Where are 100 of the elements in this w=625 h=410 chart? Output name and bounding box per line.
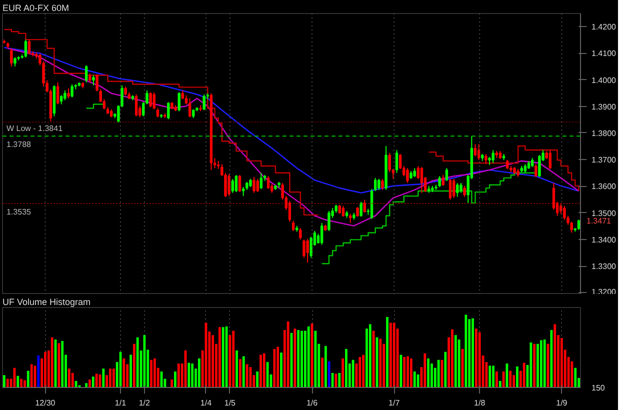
bar [498,380,502,388]
bar [109,368,112,388]
bar [37,356,40,388]
candlestick [420,166,424,194]
bar [26,370,30,388]
candlestick [288,200,292,222]
bar [132,344,136,388]
bar [410,358,412,388]
candlestick [438,176,441,188]
bar [286,321,290,388]
candlestick [342,205,345,218]
bar [85,383,88,388]
bar [71,372,74,388]
bar [154,358,156,388]
x-tick-label: 1/2 [138,398,151,408]
candlestick [360,201,362,218]
bar [191,364,194,388]
y-tick-label: 1.4200 [592,22,617,32]
bar [170,380,173,388]
candlestick [10,48,13,67]
candlestick [299,227,302,240]
bar [3,375,6,388]
candlestick [14,56,16,67]
bar [112,368,115,388]
bar [212,335,214,388]
bar [143,335,146,388]
bar [136,337,139,388]
ref-line-label: 1.3788 [6,140,32,150]
candlestick [338,204,342,214]
bar [554,324,556,388]
x-tick-label: 12/30 [35,398,56,408]
bar [352,360,354,388]
bar [328,361,330,388]
bar [474,328,478,388]
bar [61,340,64,388]
bar [574,368,577,388]
ref-line-label: 1.3535 [6,207,32,216]
x-tick-label: 1/6 [306,398,318,408]
candlestick [306,238,309,264]
candlestick [24,39,28,58]
ref-line-label: W Low - 1.3841 [6,124,64,134]
bar [472,318,474,388]
bar [177,364,180,388]
candlestick [460,182,462,194]
bar [488,366,492,388]
bar [239,359,242,388]
bar [198,358,200,388]
candlestick [456,182,459,198]
candlestick [60,94,63,105]
bar [304,330,306,388]
bar [478,332,481,388]
candlestick [552,182,556,210]
bar [260,354,262,388]
bar [236,350,238,388]
candlestick [349,213,352,224]
bar [533,344,536,388]
y-tick-label: 1.3300 [592,262,617,272]
x-tick-label: 1/1 [114,398,127,408]
bar [550,330,553,388]
candlestick [442,174,444,186]
bar [276,346,280,388]
y-tick-label: 1.3400 [592,235,617,244]
bar [188,362,190,388]
bar [424,353,426,388]
x-tick-label: 1/9 [556,398,568,408]
candlestick [381,178,384,190]
bar [379,338,382,388]
candlestick [202,94,206,111]
bar [372,330,375,388]
bar [437,360,440,388]
bar [386,316,388,388]
candlestick [395,150,398,174]
bar [232,330,235,388]
bar [314,330,317,388]
bar [560,338,563,388]
bar [468,319,471,388]
candlestick [445,168,448,182]
bar [262,353,266,388]
candlestick [363,199,366,214]
bar [454,335,457,388]
candlestick [228,173,230,197]
bar [50,337,54,388]
bar [256,372,258,388]
bar [451,329,454,388]
bar [464,314,468,388]
bar [228,335,232,388]
x-tick-label: 1/7 [388,398,400,408]
bar [218,327,221,388]
bar [297,330,300,388]
candlestick [252,176,256,194]
candlestick [67,88,70,99]
candlestick [448,178,452,200]
bar [122,358,126,388]
bar [307,326,310,388]
bar [522,362,526,388]
candlestick [70,84,74,98]
candlestick [328,210,330,232]
candlestick [416,165,420,180]
bar [536,344,539,388]
candlestick [292,220,295,232]
